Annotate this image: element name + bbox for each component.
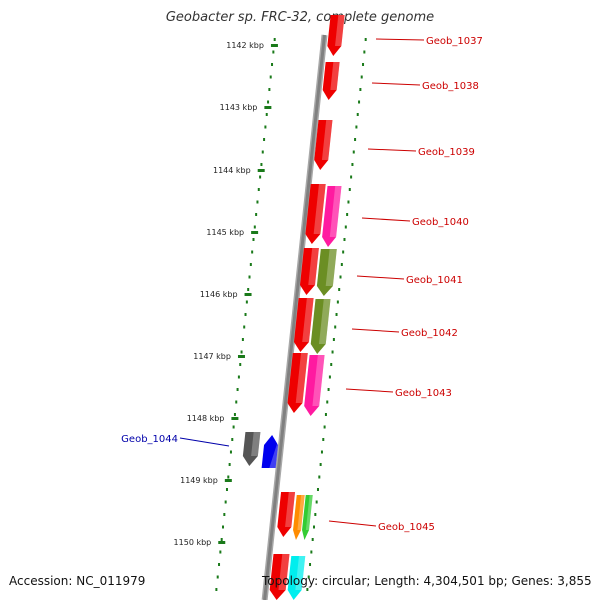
kbp-tick [231,417,239,420]
gene-block-1045-c [302,495,313,540]
gene-block-1043-b [304,355,325,416]
gene-block-1045-b [293,495,305,540]
gene-leader-line [328,520,377,527]
kbp-tick-label: 1142 kbp [226,41,264,50]
kbp-tick [264,106,272,109]
gene-label: Geob_1042 [401,328,458,339]
gene-leader-line [345,388,394,393]
kbp-tick-label: 1143 kbp [220,103,258,112]
left-tick-track [215,38,276,591]
gene-leader-line [356,275,405,280]
kbp-tick-label: 1146 kbp [200,290,238,299]
gene-label: Geob_1039 [418,147,475,158]
gene-label: Geob_1038 [422,81,479,92]
gene-label: Geob_1043 [395,388,452,399]
gene-label: Geob_1045 [378,522,435,533]
gene-block-geob-1040 [305,184,326,244]
gene-leader-line [375,38,425,41]
gene-block-1046-b [287,556,306,600]
gene-block-geob-1038 [322,62,340,100]
gene-block-geob-1037 [327,15,345,56]
gene-block-geob-1042 [293,298,314,352]
gene-label: Geob_1037 [426,36,483,47]
gene-block-geob-1045 [277,492,296,537]
gene-block-1042-b [310,299,331,354]
kbp-tick [257,169,265,172]
kbp-tick [244,293,252,296]
gene-block-geob-1043 [287,353,308,413]
right-tick-track [306,38,367,591]
gene-label: Geob_1040 [412,217,469,228]
gene-label: Geob_1044 [121,434,178,445]
kbp-tick [270,44,278,47]
kbp-tick [224,479,232,482]
kbp-tick-label: 1144 kbp [213,166,251,175]
gene-block-geob-1041 [300,248,319,295]
kbp-tick-label: 1149 kbp [180,476,218,485]
kbp-tick-label: 1145 kbp [206,228,244,237]
topology-text: Topology: circular; Length: 4,304,501 bp… [262,574,592,588]
kbp-tick [251,231,259,234]
gene-block-1044-gray [242,432,261,466]
gene-leader-line [361,217,411,222]
kbp-tick [218,541,226,544]
gene-block-geob-1039 [314,120,333,170]
kbp-tick [237,355,245,358]
gene-leader-line [371,82,421,86]
page-title: Geobacter sp. FRC-32, complete genome [165,10,435,25]
gene-leader-line [367,148,417,152]
gene-block-1046-a [269,554,290,600]
kbp-tick-label: 1148 kbp [187,414,225,423]
accession-text: Accession: NC_011979 [9,574,146,588]
genome-backbone [263,34,326,600]
gene-leader-line [179,437,230,447]
kbp-tick-label: 1150 kbp [174,538,212,547]
kbp-tick-label: 1147 kbp [193,352,231,361]
gene-block-geob-1044 [261,435,280,468]
gene-label: Geob_1041 [406,275,463,286]
gene-leader-line [351,328,400,333]
gene-block-1041-b [316,249,337,296]
gene-block-1040-b [322,186,342,247]
